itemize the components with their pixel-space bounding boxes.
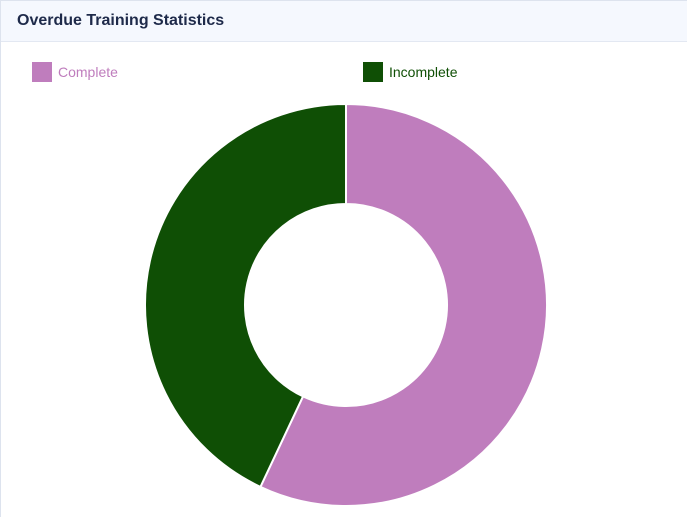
- card-title: Overdue Training Statistics: [17, 12, 225, 29]
- card-header: Overdue Training Statistics: [1, 1, 687, 42]
- legend-swatch-complete: [32, 62, 52, 82]
- legend-swatch-incomplete: [363, 62, 383, 82]
- legend-label-incomplete: Incomplete: [389, 64, 458, 80]
- donut-slice-complete[interactable]: [259, 102, 548, 507]
- legend-item-incomplete[interactable]: Incomplete: [363, 62, 457, 82]
- legend-item-complete[interactable]: Complete: [32, 62, 118, 82]
- legend-label-complete: Complete: [58, 64, 118, 80]
- donut-slice-incomplete[interactable]: [144, 102, 347, 489]
